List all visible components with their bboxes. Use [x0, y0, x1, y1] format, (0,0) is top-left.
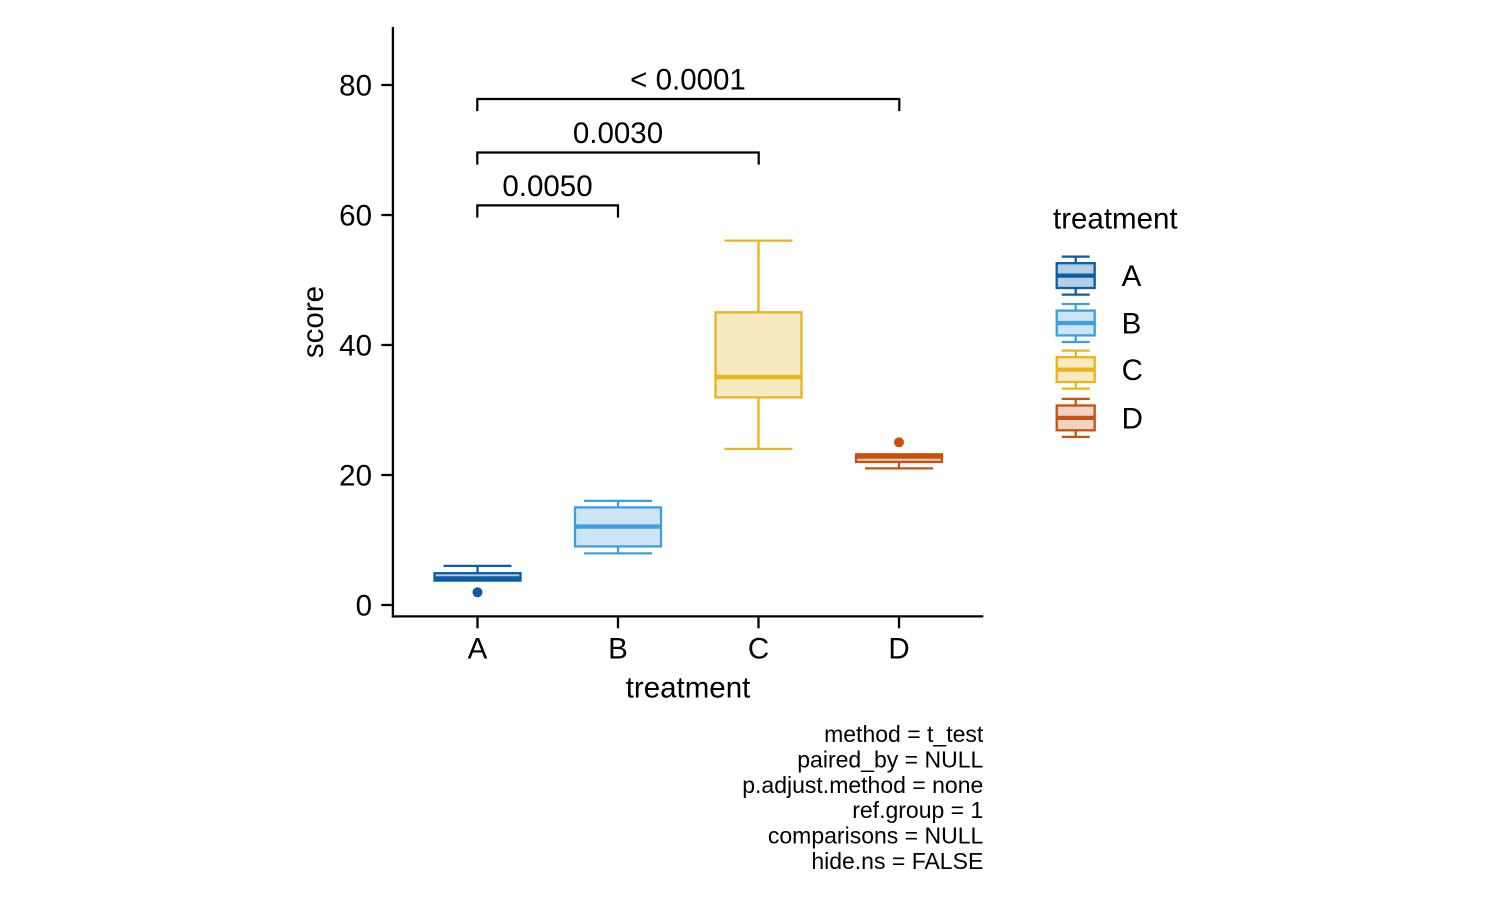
svg-text:A: A — [468, 633, 488, 666]
svg-text:hide.ns = FALSE: hide.ns = FALSE — [811, 848, 983, 874]
svg-text:C: C — [748, 633, 769, 666]
svg-text:paired_by = NULL: paired_by = NULL — [797, 746, 983, 772]
svg-text:0.0030: 0.0030 — [573, 117, 663, 150]
svg-text:0.0050: 0.0050 — [502, 170, 592, 203]
svg-text:ref.group = 1: ref.group = 1 — [852, 797, 983, 823]
svg-text:A: A — [1122, 260, 1142, 293]
svg-text:D: D — [1122, 403, 1143, 436]
svg-text:B: B — [608, 633, 628, 666]
svg-text:treatment: treatment — [1053, 203, 1178, 236]
svg-text:score: score — [297, 286, 330, 358]
svg-text:20: 20 — [339, 460, 372, 493]
svg-text:80: 80 — [339, 70, 372, 103]
svg-text:treatment: treatment — [626, 672, 751, 705]
svg-text:C: C — [1122, 354, 1143, 387]
svg-text:method = t_test: method = t_test — [824, 721, 984, 747]
svg-text:0: 0 — [356, 590, 372, 623]
svg-text:D: D — [888, 633, 909, 666]
svg-text:comparisons = NULL: comparisons = NULL — [768, 823, 984, 849]
svg-text:< 0.0001: < 0.0001 — [630, 64, 746, 97]
svg-text:B: B — [1122, 308, 1142, 341]
svg-text:60: 60 — [339, 200, 372, 233]
svg-text:p.adjust.method = none: p.adjust.method = none — [742, 772, 983, 798]
svg-text:40: 40 — [339, 330, 372, 363]
